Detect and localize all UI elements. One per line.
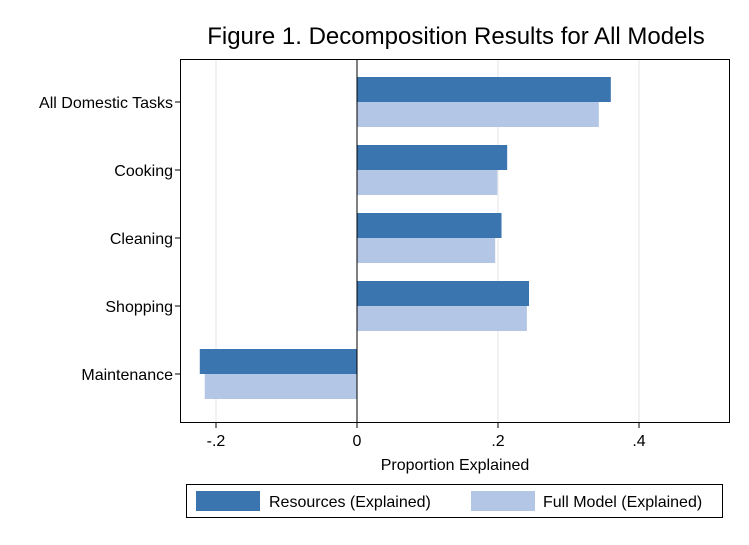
category-label: Shopping [105, 299, 173, 316]
bar-resources-0 [357, 77, 611, 102]
bar-full-model-4 [204, 374, 357, 399]
legend-label-full-model: Full Model (Explained) [543, 494, 702, 511]
legend-swatch-resources [196, 491, 260, 511]
bar-layer [199, 77, 611, 399]
x-tick-label: -.2 [207, 433, 226, 450]
legend: Resources (Explained) Full Model (Explain… [186, 484, 723, 518]
bar-full-model-1 [357, 170, 498, 195]
category-label: Cooking [114, 163, 173, 180]
category-label: All Domestic Tasks [39, 95, 173, 112]
chart-title: Figure 1. Decomposition Results for All … [207, 23, 705, 50]
axis-layer [175, 59, 730, 428]
bar-resources-1 [357, 145, 508, 170]
category-labels: All Domestic Tasks Cooking Cleaning Shoppin… [39, 95, 173, 384]
x-tick-labels: -.2 0 .2 .4 [207, 433, 646, 450]
x-tick-label: .2 [491, 433, 504, 450]
bar-resources-4 [199, 349, 357, 374]
bar-full-model-3 [357, 306, 527, 331]
legend-frame [186, 484, 723, 518]
legend-label-resources: Resources (Explained) [269, 494, 431, 511]
x-tick-label: 0 [353, 433, 362, 450]
bar-full-model-2 [357, 238, 496, 263]
bar-resources-3 [357, 281, 530, 306]
legend-swatch-full-model [471, 491, 535, 511]
bar-resources-2 [357, 213, 502, 238]
bar-full-model-0 [357, 102, 599, 127]
category-label: Maintenance [81, 367, 173, 384]
x-tick-label: .4 [632, 433, 645, 450]
plot-frame [180, 59, 730, 423]
x-axis-title: Proportion Explained [381, 457, 530, 474]
category-label: Cleaning [110, 231, 173, 248]
